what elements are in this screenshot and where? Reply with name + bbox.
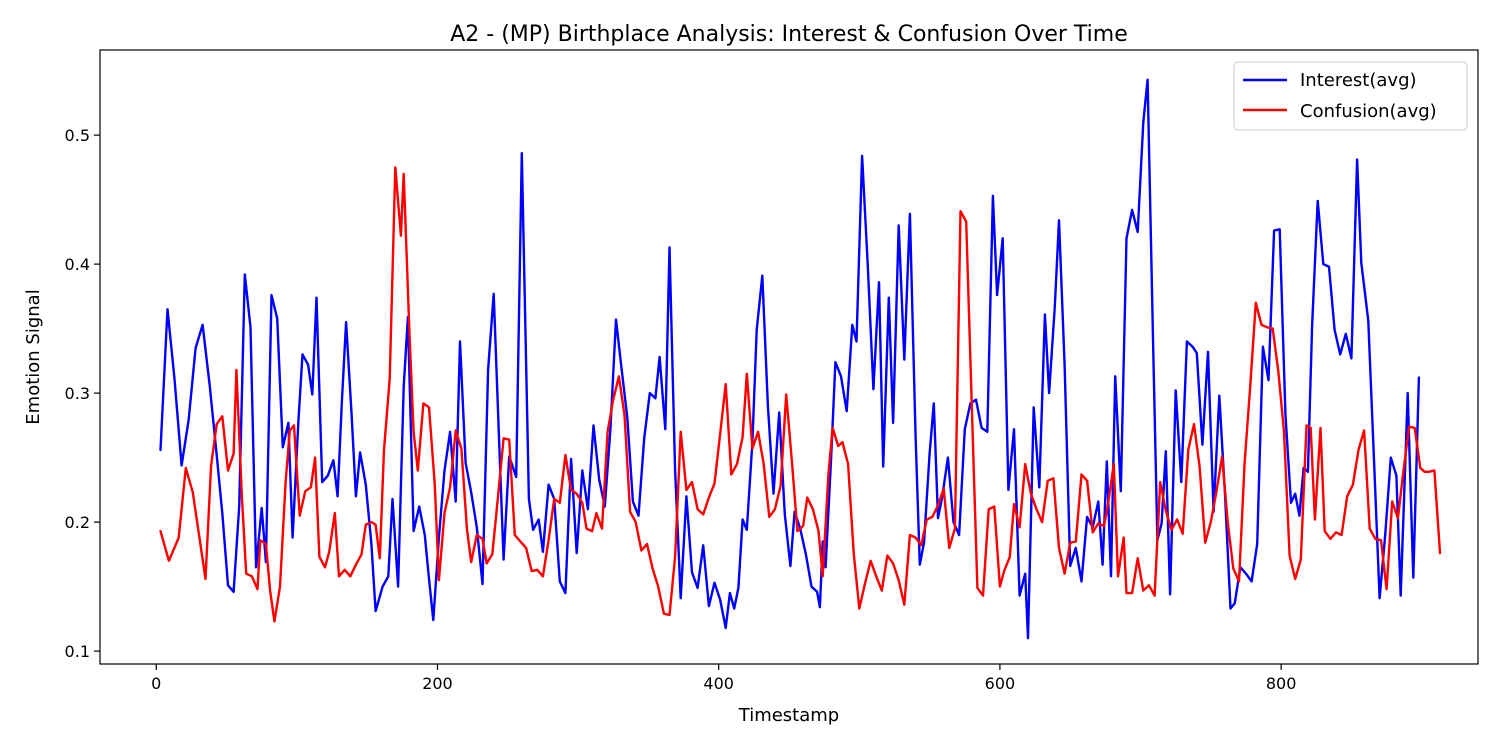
y-tick-label: 0.4 bbox=[65, 255, 90, 274]
plot-area bbox=[159, 78, 1442, 640]
plot-frame bbox=[99, 49, 1479, 665]
series-line-confusion-avg bbox=[159, 166, 1442, 623]
legend-box bbox=[1233, 61, 1468, 131]
y-axis-label: Emotion Signal bbox=[23, 289, 44, 424]
x-tick-label: 200 bbox=[422, 674, 453, 693]
legend-label-confusion: Confusion(avg) bbox=[1300, 101, 1437, 122]
x-tick-label: 600 bbox=[985, 674, 1016, 693]
legend: Interest(avg) Confusion(avg) bbox=[1233, 61, 1468, 131]
x-tick-label: 0 bbox=[151, 674, 161, 693]
y-tick-label: 0.1 bbox=[65, 642, 90, 661]
x-axis: 0 200 400 600 800 bbox=[151, 664, 1296, 693]
x-tick-label: 400 bbox=[703, 674, 734, 693]
y-tick-label: 0.5 bbox=[65, 126, 90, 145]
x-axis-label: Timestamp bbox=[738, 705, 839, 726]
series-line-interest-avg bbox=[159, 78, 1421, 640]
chart-title: A2 - (MP) Birthplace Analysis: Interest … bbox=[450, 22, 1128, 47]
x-tick-label: 800 bbox=[1266, 674, 1297, 693]
y-axis: 0.1 0.2 0.3 0.4 0.5 bbox=[65, 126, 100, 661]
legend-label-interest: Interest(avg) bbox=[1300, 70, 1417, 91]
y-tick-label: 0.3 bbox=[65, 384, 90, 403]
y-tick-label: 0.2 bbox=[65, 513, 90, 532]
